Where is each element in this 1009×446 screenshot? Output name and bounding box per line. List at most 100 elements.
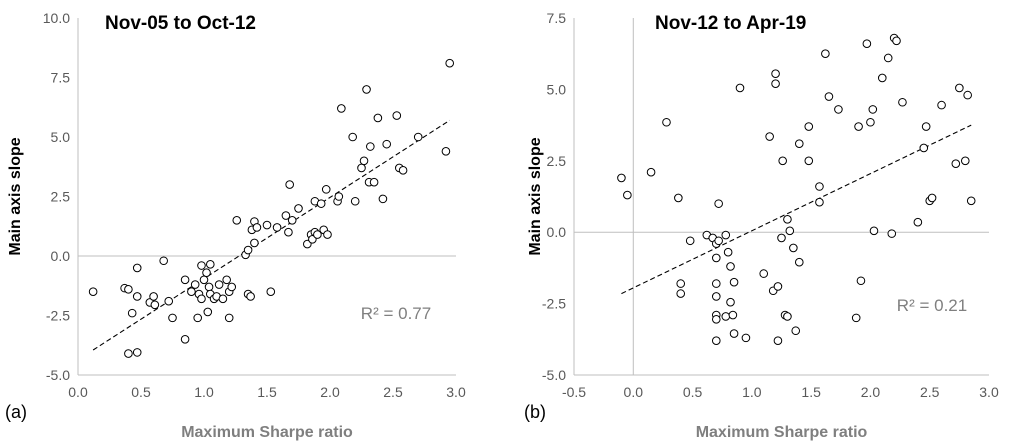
data-point [197,294,206,304]
x-tick-label: 0.5 [131,384,151,400]
data-point [246,292,255,301]
data-point [723,247,733,257]
data-point [287,216,297,225]
data-point [721,230,731,240]
data-point [778,156,787,166]
data-point [373,113,383,123]
data-point [197,261,206,270]
data-point [804,156,814,166]
chart-title: Nov-12 to Apr-19 [655,13,806,34]
data-point [321,185,331,194]
data-point [413,132,423,142]
data-point [866,117,875,127]
data-point [168,313,177,323]
data-point [266,287,276,297]
panel-label: (a) [5,402,27,422]
data-point [382,139,392,149]
data-point [711,292,721,301]
y-tick-label: 5.0 [547,81,567,97]
data-point [960,156,970,166]
data-point [149,292,158,301]
data-point [127,308,137,318]
y-axis-label: Main axis slope [7,137,24,255]
data-point [783,312,792,321]
data-point [735,83,745,93]
data-point [729,329,739,338]
chart-title: Nov-05 to Oct-12 [105,13,256,34]
data-point [773,336,783,346]
x-tick-label: 0.0 [68,384,88,400]
data-point [662,117,671,127]
data-point [851,313,861,323]
data-point [337,104,346,113]
x-tick-label: 2.5 [920,384,940,400]
y-tick-label: 10.0 [43,10,70,26]
data-point [313,230,322,239]
data-point [721,312,731,321]
data-point [676,279,686,288]
data-point [124,285,133,294]
y-tick-label: -2.5 [46,308,70,324]
data-point [927,193,937,203]
data-point [232,216,242,225]
y-tick-label: 5.0 [51,129,71,145]
data-point [350,196,360,206]
data-point [794,257,804,267]
data-point [685,236,695,246]
data-point [963,90,972,100]
y-tick-label: 0.0 [547,224,567,240]
data-point [869,226,879,236]
data-point [771,79,780,88]
data-point [771,69,780,78]
data-point [204,282,214,292]
data-point [794,139,804,148]
data-point [785,226,795,236]
data-point [868,105,878,114]
data-point [777,233,786,243]
data-point [252,223,262,232]
data-point [892,36,901,46]
data-point [272,223,282,232]
y-tick-label: 2.5 [547,153,567,169]
x-tick-label: 1.5 [257,384,277,400]
data-point [214,280,224,289]
y-tick-label: 7.5 [547,10,567,26]
chart-panel-2: -5.0 -2.5 0.0 2.5 5.0 7.5 -0.5 0.0 0.5 1.0 1.5 2.0 2… [524,10,999,441]
data-point [316,199,326,208]
data-point [132,348,142,357]
data-point [190,280,200,289]
data-point [955,83,964,93]
data-point [88,287,98,297]
data-point [623,190,632,200]
data-point [887,229,897,238]
data-point [919,143,929,153]
data-point [150,300,160,310]
data-point [193,313,202,323]
data-point [359,156,369,166]
x-tick-label: 1.0 [194,384,214,400]
x-tick-label: 2.0 [320,384,340,400]
data-point [898,97,907,107]
data-point [726,262,735,271]
y-tick-label: 7.5 [51,70,71,86]
data-point [789,243,798,253]
data-point [913,217,923,227]
data-point [398,166,408,175]
data-point [711,336,721,346]
data-point [883,53,893,63]
data-point [741,333,751,343]
data-point [951,159,961,168]
x-axis-label: Maximum Sharpe ratio [181,424,353,441]
data-point [714,236,723,246]
data-point [294,204,303,213]
data-point [729,277,739,287]
trendline [92,119,450,351]
data-point [378,194,388,204]
data-point [199,275,209,285]
data-point [132,263,142,273]
data-point [711,315,721,324]
data-point [877,73,887,83]
r-squared-label: R² = 0.77 [361,304,431,323]
y-tick-label: -5.0 [46,367,70,383]
